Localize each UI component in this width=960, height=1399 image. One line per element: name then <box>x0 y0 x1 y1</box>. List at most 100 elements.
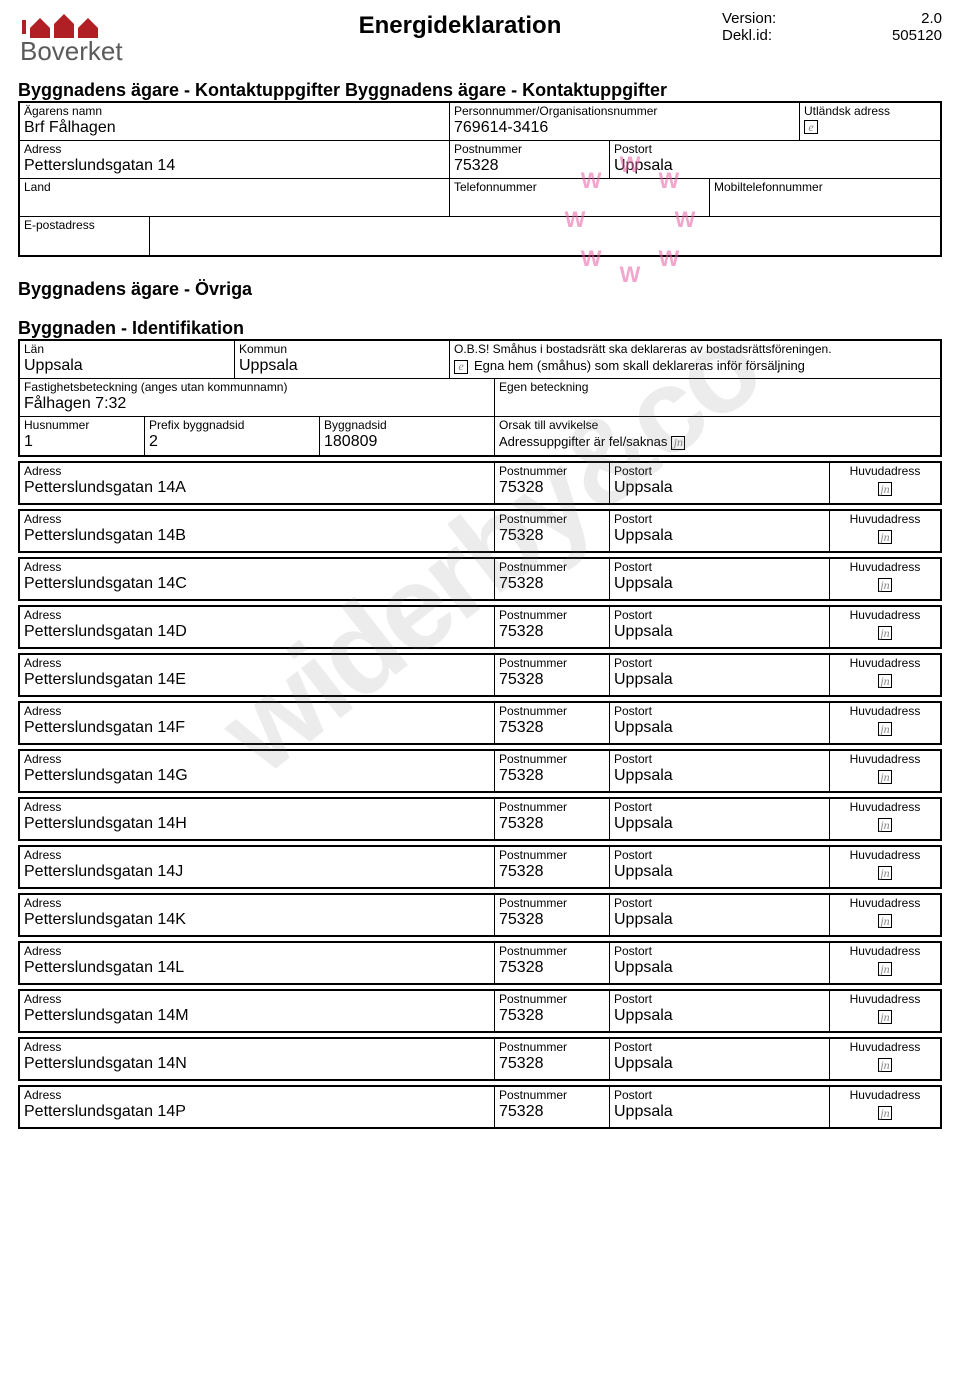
huvudadress-checkbox[interactable]: jn <box>878 674 892 688</box>
addr-postnr-label: Postnummer <box>499 848 605 862</box>
addr-postort-value: Uppsala <box>614 958 825 977</box>
addr-postort-value: Uppsala <box>614 526 825 545</box>
huvudadress-checkbox[interactable]: jn <box>878 914 892 928</box>
huvudadress-checkbox[interactable]: jn <box>878 770 892 784</box>
huvudadress-checkbox[interactable]: jn <box>878 1010 892 1024</box>
addr-postort-label: Postort <box>614 656 825 670</box>
huvudadress-checkbox[interactable]: jn <box>878 530 892 544</box>
addr-postnr-label: Postnummer <box>499 704 605 718</box>
addr-huvud-label: Huvudadress <box>850 800 921 814</box>
orsak-checkbox[interactable]: jn <box>671 436 685 450</box>
addr-postnr-value: 75328 <box>499 958 605 977</box>
addr-huvud-label: Huvudadress <box>850 896 921 910</box>
addr-postnr-label: Postnummer <box>499 512 605 526</box>
addr-postort-label: Postort <box>614 464 825 478</box>
addr-postort-value: Uppsala <box>614 718 825 737</box>
addr-postort-value: Uppsala <box>614 862 825 881</box>
addr-huvud-label: Huvudadress <box>850 512 921 526</box>
owner-personnr-label: Personnummer/Organisationsnummer <box>454 104 795 118</box>
addr-label: Adress <box>24 752 490 766</box>
huvudadress-checkbox[interactable]: jn <box>878 626 892 640</box>
huvudadress-checkbox[interactable]: jn <box>878 818 892 832</box>
addr-label: Adress <box>24 512 490 526</box>
addr-postort-value: Uppsala <box>614 1054 825 1073</box>
owner-land-label: Land <box>24 180 445 194</box>
addr-postort-value: Uppsala <box>614 1006 825 1025</box>
addr-label: Adress <box>24 464 490 478</box>
prefix-value: 2 <box>149 432 315 451</box>
owner-foreign-checkbox[interactable]: e <box>804 120 818 134</box>
addr-postnr-label: Postnummer <box>499 560 605 574</box>
owner-mobile-label: Mobiltelefonnummer <box>714 180 936 194</box>
egen-beteckning-label: Egen beteckning <box>499 380 936 394</box>
address-row: Adress Petterslundsgatan 14J Postnummer … <box>18 845 942 889</box>
prefix-label: Prefix byggnadsid <box>149 418 315 432</box>
addr-postort-value: Uppsala <box>614 670 825 689</box>
huvudadress-checkbox[interactable]: jn <box>878 722 892 736</box>
addr-label: Adress <box>24 704 490 718</box>
addr-label: Adress <box>24 800 490 814</box>
boverket-logo: Boverket <box>18 10 198 70</box>
addr-postort-label: Postort <box>614 512 825 526</box>
addr-huvud-label: Huvudadress <box>850 992 921 1006</box>
owner-personnr-value: 769614-3416 <box>454 118 795 137</box>
addr-postnr-label: Postnummer <box>499 656 605 670</box>
addr-postnr-value: 75328 <box>499 622 605 641</box>
owner-phone-label: Telefonnummer <box>454 180 705 194</box>
addr-huvud-label: Huvudadress <box>850 848 921 862</box>
addr-postort-value: Uppsala <box>614 766 825 785</box>
addr-postnr-label: Postnummer <box>499 944 605 958</box>
section-building-id: Byggnaden - Identifikation <box>18 318 942 339</box>
addr-huvud-label: Huvudadress <box>850 1088 921 1102</box>
address-row: Adress Petterslundsgatan 14C Postnummer … <box>18 557 942 601</box>
version-value: 2.0 <box>796 10 942 27</box>
owner-address-label: Adress <box>24 142 445 156</box>
addr-huvud-label: Huvudadress <box>850 560 921 574</box>
orsak-label: Orsak till avvikelse <box>499 418 936 432</box>
addr-value: Petterslundsgatan 14J <box>24 862 490 881</box>
addr-label: Adress <box>24 560 490 574</box>
husnummer-label: Husnummer <box>24 418 140 432</box>
addr-huvud-label: Huvudadress <box>850 464 921 478</box>
obs-text: O.B.S! Småhus i bostadsrätt ska deklarer… <box>454 342 936 356</box>
addr-label: Adress <box>24 608 490 622</box>
addr-value: Petterslundsgatan 14K <box>24 910 490 929</box>
huvudadress-checkbox[interactable]: jn <box>878 578 892 592</box>
addr-postort-label: Postort <box>614 944 825 958</box>
huvudadress-checkbox[interactable]: jn <box>878 866 892 880</box>
owner-postort-value: Uppsala <box>614 156 936 175</box>
huvudadress-checkbox[interactable]: jn <box>878 962 892 976</box>
addr-postnr-label: Postnummer <box>499 992 605 1006</box>
address-row: Adress Petterslundsgatan 14G Postnummer … <box>18 749 942 793</box>
huvudadress-checkbox[interactable]: jn <box>878 482 892 496</box>
logo-text: Boverket <box>20 36 123 66</box>
addr-postnr-value: 75328 <box>499 478 605 497</box>
husnummer-value: 1 <box>24 432 140 451</box>
addr-postort-label: Postort <box>614 560 825 574</box>
huvudadress-checkbox[interactable]: jn <box>878 1106 892 1120</box>
addr-postnr-label: Postnummer <box>499 1088 605 1102</box>
egna-hem-text: Egna hem (småhus) som skall deklareras i… <box>474 358 805 375</box>
owner-name-value: Brf Fålhagen <box>24 118 445 137</box>
addr-postnr-value: 75328 <box>499 718 605 737</box>
addr-postort-label: Postort <box>614 800 825 814</box>
deklid-label: Dekl.id: <box>722 27 776 44</box>
addr-value: Petterslundsgatan 14M <box>24 1006 490 1025</box>
deklid-value: 505120 <box>796 27 942 44</box>
addr-value: Petterslundsgatan 14E <box>24 670 490 689</box>
addr-postnr-value: 75328 <box>499 862 605 881</box>
addr-huvud-label: Huvudadress <box>850 608 921 622</box>
addr-postort-label: Postort <box>614 848 825 862</box>
huvudadress-checkbox[interactable]: jn <box>878 1058 892 1072</box>
owner-email-label: E-postadress <box>24 218 145 232</box>
address-row: Adress Petterslundsgatan 14K Postnummer … <box>18 893 942 937</box>
addr-label: Adress <box>24 944 490 958</box>
addr-postnr-value: 75328 <box>499 766 605 785</box>
lan-label: Län <box>24 342 230 356</box>
addr-postort-value: Uppsala <box>614 814 825 833</box>
orsak-text: Adressuppgifter är fel/saknas <box>499 434 667 451</box>
egna-hem-checkbox[interactable]: e <box>454 360 468 374</box>
addr-postnr-value: 75328 <box>499 1054 605 1073</box>
owner-postnr-label: Postnummer <box>454 142 605 156</box>
identification-block: Län Uppsala Kommun Uppsala O.B.S! Småhus… <box>18 339 942 457</box>
